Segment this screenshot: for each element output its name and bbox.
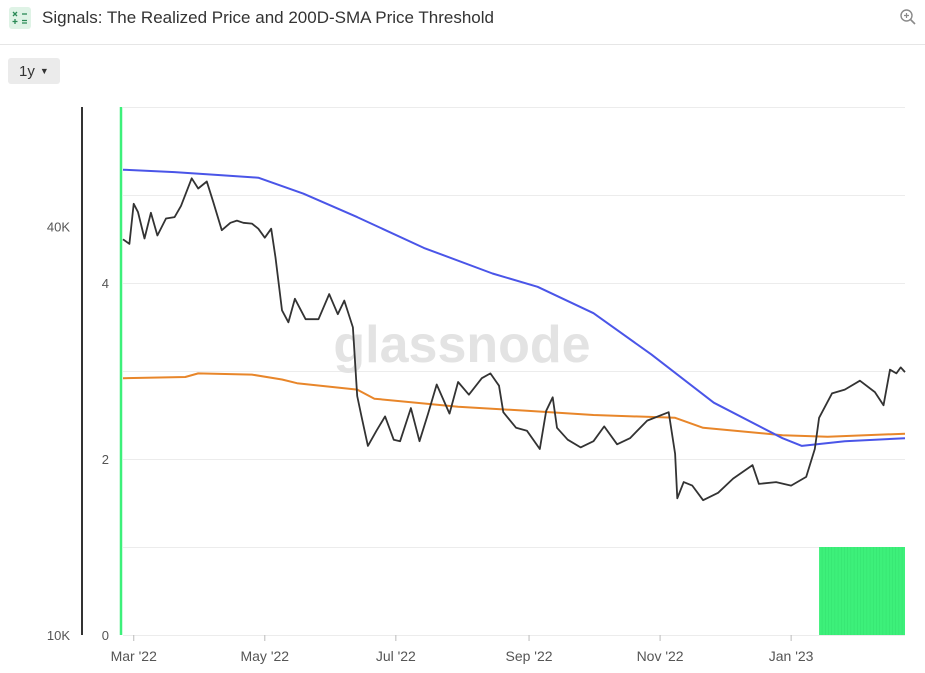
watermark: glassnode — [333, 316, 590, 374]
resolution-dropdown[interactable]: 1y ▼ — [8, 58, 60, 84]
chart-header: Signals: The Realized Price and 200D-SMA… — [0, 0, 925, 45]
x-tick-label: Sep '22 — [506, 648, 553, 664]
signal-bar-area — [819, 547, 905, 635]
zoom-in-icon[interactable] — [899, 8, 917, 26]
x-tick-label: Jan '23 — [769, 648, 814, 664]
calculator-icon — [9, 7, 31, 29]
x-tick-label: Mar '22 — [111, 648, 157, 664]
y-left-tick-label: 40K — [47, 219, 70, 234]
resolution-label: 1y — [19, 63, 35, 80]
y-right-tick-label: 4 — [102, 276, 109, 291]
y-left-tick-label: 10K — [47, 628, 70, 643]
sma-threshold-line — [122, 168, 906, 447]
x-tick-label: Nov '22 — [637, 648, 684, 664]
series-lines — [122, 168, 906, 502]
price-line — [122, 177, 906, 502]
grid — [123, 107, 905, 636]
chart-title: Signals: The Realized Price and 200D-SMA… — [42, 8, 494, 27]
caret-down-icon: ▼ — [39, 66, 49, 76]
x-tick-label: May '22 — [240, 648, 289, 664]
y-right-tick-label: 0 — [102, 628, 109, 643]
x-tick-label: Jul '22 — [376, 648, 416, 664]
realized-price-line — [122, 372, 906, 438]
y-right-tick-label: 2 — [102, 452, 109, 467]
axes: 10K 40K 0 2 4 Mar '22 May '22 Jul '22 Sep '22 Nov… — [47, 107, 814, 664]
signal-bars — [819, 547, 905, 635]
